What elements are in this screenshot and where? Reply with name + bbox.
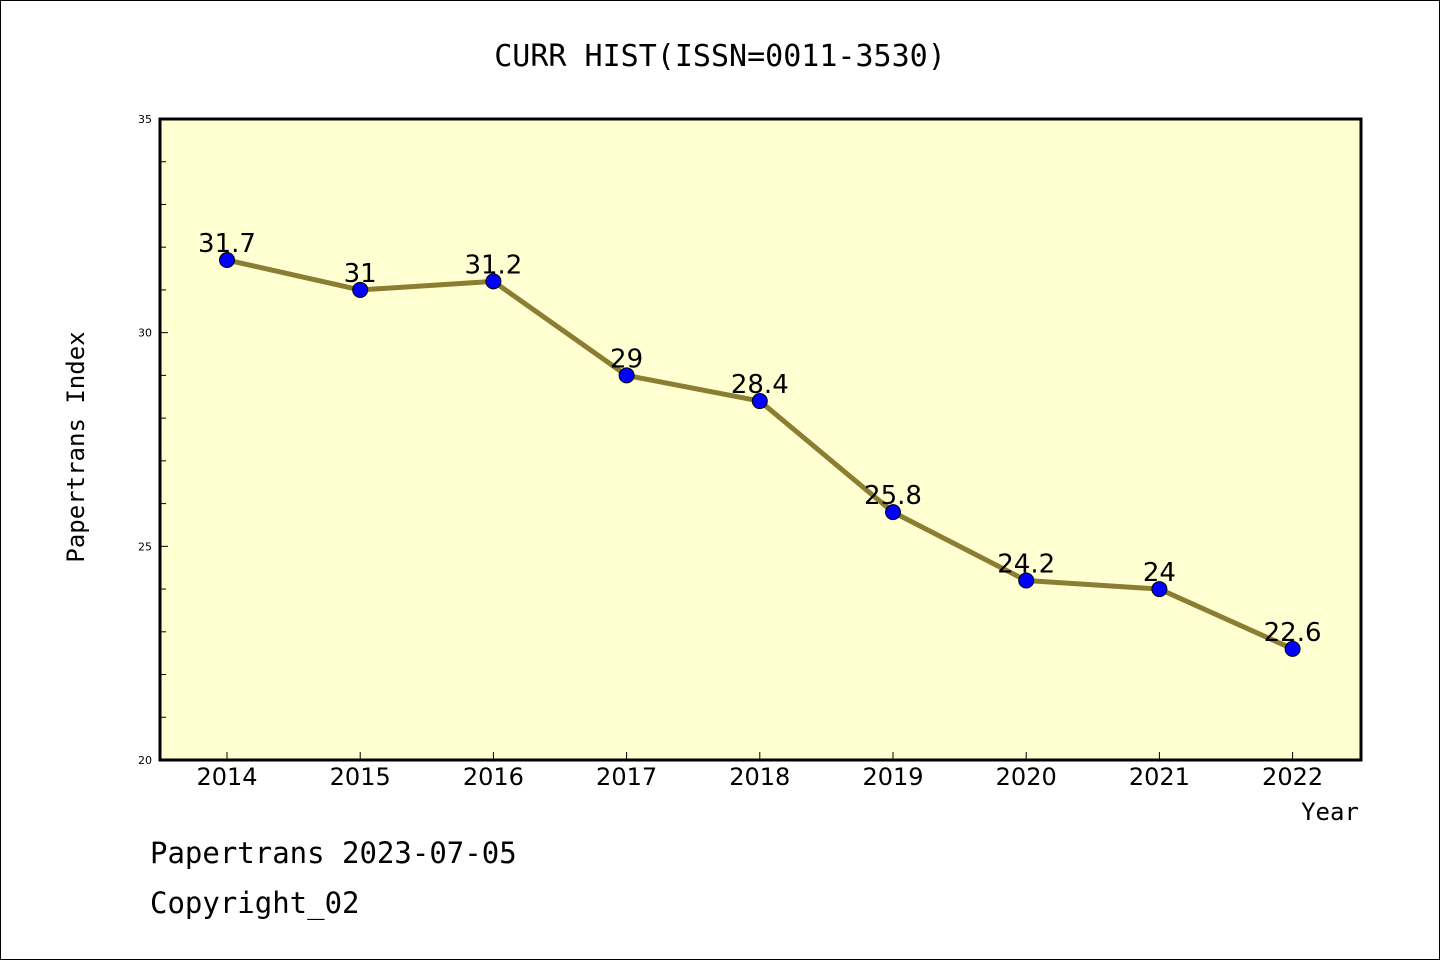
x-tick-label: 2017 — [596, 763, 657, 791]
data-point — [751, 393, 768, 410]
chart-title: CURR HIST(ISSN=0011-3530) — [494, 39, 946, 74]
data-label: 25.8 — [864, 481, 922, 511]
footer-date: Papertrans 2023-07-05 — [150, 836, 517, 870]
data-label: 24.2 — [997, 550, 1055, 580]
data-label: 28.4 — [731, 370, 789, 400]
data-point — [219, 252, 235, 269]
footer-copyright: Copyright_02 — [150, 886, 360, 921]
y-axis: 20 25 30 35 — [138, 113, 168, 767]
plot-area — [158, 117, 1363, 762]
data-point — [1284, 640, 1301, 657]
x-axis-label: Year — [1301, 798, 1359, 826]
data-label: 24 — [1143, 558, 1176, 588]
data-label: 31 — [344, 259, 377, 289]
x-tick-label: 2018 — [729, 763, 790, 791]
data-point — [1018, 572, 1035, 589]
data-point — [352, 281, 369, 298]
data-label: 31.2 — [464, 250, 522, 280]
x-axis: 2014 2015 2016 2017 2018 2019 2020 2021 2022 — [196, 752, 1323, 791]
data-label: 31.7 — [198, 229, 256, 259]
data-point — [1151, 581, 1168, 598]
x-tick-label: 2019 — [862, 763, 923, 791]
x-tick-label: 2016 — [463, 763, 524, 791]
y-tick-label: 30 — [138, 327, 152, 340]
x-tick-label: 2014 — [196, 763, 257, 791]
x-tick-label: 2020 — [996, 763, 1057, 791]
x-tick-label: 2021 — [1129, 763, 1190, 791]
data-label: 29 — [610, 344, 643, 374]
y-tick-label: 25 — [138, 540, 152, 553]
data-point — [485, 273, 502, 290]
x-tick-label: 2022 — [1262, 763, 1323, 791]
y-tick-label: 20 — [138, 754, 152, 767]
x-tick-label: 2015 — [330, 763, 391, 791]
y-axis-label: Papertrans Index — [62, 331, 90, 562]
series-line: 31.7 31 31.2 29 28.4 25.8 24.2 24 22.6 — [198, 229, 1322, 657]
data-label: 22.6 — [1264, 618, 1322, 648]
data-point — [885, 504, 901, 521]
y-tick-label: 35 — [138, 113, 152, 126]
data-point — [618, 367, 635, 384]
